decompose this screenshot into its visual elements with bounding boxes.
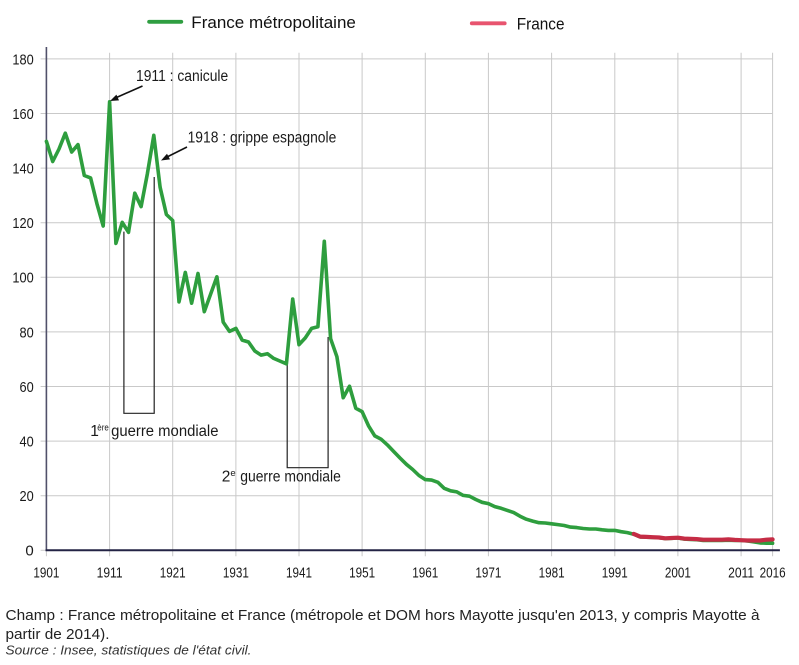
svg-text:0: 0 xyxy=(25,543,33,560)
svg-text:guerre mondiale: guerre mondiale xyxy=(240,469,341,486)
svg-text:2016: 2016 xyxy=(760,565,786,581)
svg-text:1941: 1941 xyxy=(286,565,312,581)
svg-text:1991: 1991 xyxy=(602,565,628,581)
svg-text:1918 : grippe espagnole: 1918 : grippe espagnole xyxy=(188,130,337,147)
svg-text:1911: 1911 xyxy=(97,565,123,581)
svg-text:e: e xyxy=(230,468,235,479)
svg-text:guerre mondiale: guerre mondiale xyxy=(111,423,218,440)
svg-text:60: 60 xyxy=(20,379,34,396)
svg-text:2011: 2011 xyxy=(728,565,754,581)
svg-text:2: 2 xyxy=(222,469,231,486)
svg-text:1931: 1931 xyxy=(223,565,249,581)
svg-text:160: 160 xyxy=(12,106,33,123)
svg-text:140: 140 xyxy=(12,161,33,178)
svg-text:1971: 1971 xyxy=(475,565,501,581)
svg-text:1981: 1981 xyxy=(539,565,565,581)
svg-text:1911 : canicule: 1911 : canicule xyxy=(136,68,228,85)
svg-text:Source : Insee, statistiques d: Source : Insee, statistiques de l'état c… xyxy=(6,643,252,658)
svg-text:Champ : France métropolitaine: Champ : France métropolitaine et France … xyxy=(6,608,761,624)
svg-text:1961: 1961 xyxy=(412,565,438,581)
svg-text:100: 100 xyxy=(12,270,33,287)
svg-text:180: 180 xyxy=(12,51,33,68)
svg-text:1951: 1951 xyxy=(349,565,375,581)
svg-text:partir de 2014).: partir de 2014). xyxy=(6,627,110,643)
svg-text:120: 120 xyxy=(12,215,33,232)
svg-text:1921: 1921 xyxy=(160,565,186,581)
svg-text:40: 40 xyxy=(20,434,34,451)
svg-text:20: 20 xyxy=(20,488,34,505)
svg-text:France: France xyxy=(517,15,565,33)
svg-text:ère: ère xyxy=(97,423,109,434)
svg-text:1901: 1901 xyxy=(33,565,59,581)
svg-text:80: 80 xyxy=(20,324,34,341)
svg-text:2001: 2001 xyxy=(665,565,691,581)
svg-text:France métropolitaine: France métropolitaine xyxy=(191,14,356,32)
svg-text:1: 1 xyxy=(90,423,99,440)
